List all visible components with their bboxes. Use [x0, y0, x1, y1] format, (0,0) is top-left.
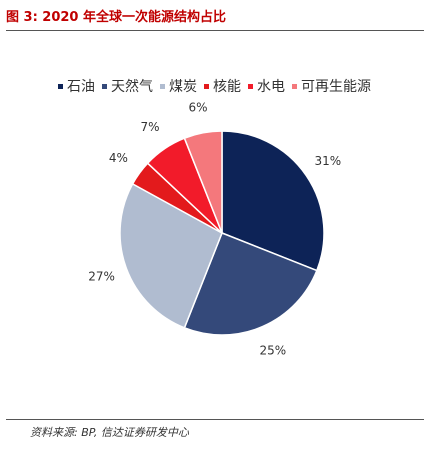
legend-label-coal: 煤炭 — [169, 79, 197, 95]
legend-item-nuclear: 核能 — [204, 76, 241, 96]
legend-swatch-renewables — [292, 83, 297, 89]
legend-item-oil: 石油 — [58, 76, 95, 96]
legend-label-hydro: 水电 — [257, 79, 285, 95]
source-divider — [6, 419, 424, 420]
legend-swatch-gas — [102, 83, 107, 89]
legend-item-gas: 天然气 — [102, 76, 153, 96]
source-note: 资料来源: BP, 信达证券研发中心 — [30, 426, 189, 439]
legend-label-oil: 石油 — [67, 79, 95, 95]
legend-swatch-hydro — [248, 83, 253, 89]
figure-title: 图 3: 2020 年全球一次能源结构占比 — [6, 10, 227, 25]
legend-item-coal: 煤炭 — [160, 76, 197, 96]
chart-legend: 石油 天然气 煤炭 核能 水电 可再生能源 — [58, 76, 371, 96]
legend-item-hydro: 水电 — [248, 76, 285, 96]
legend-swatch-coal — [160, 83, 165, 89]
legend-label-renewables: 可再生能源 — [301, 79, 371, 95]
legend-item-renewables: 可再生能源 — [292, 76, 371, 96]
legend-swatch-nuclear — [204, 83, 209, 89]
legend-label-gas: 天然气 — [111, 79, 153, 95]
pie-label-gas: 25% — [259, 343, 286, 357]
pie-label-hydro: 7% — [141, 120, 160, 134]
pie-label-coal: 27% — [88, 269, 115, 283]
pie-slice-oil — [221, 130, 325, 272]
pie-label-nuclear: 4% — [109, 151, 128, 165]
pie-label-oil: 31% — [315, 154, 342, 168]
pie-slice-renewables — [183, 130, 223, 234]
pie-slice-gas — [183, 232, 318, 336]
pie-slice-coal — [119, 182, 223, 329]
pie-label-renewables: 6% — [188, 100, 207, 114]
legend-label-nuclear: 核能 — [213, 79, 241, 95]
legend-swatch-oil — [58, 83, 63, 89]
title-divider — [6, 30, 424, 31]
